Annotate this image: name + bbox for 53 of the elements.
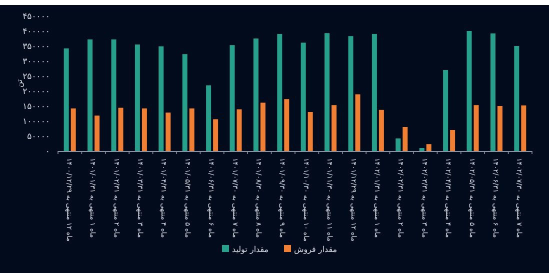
bar: [450, 130, 456, 151]
bar: [182, 54, 188, 151]
bar: [474, 105, 479, 151]
y-tick-label: ۴۰۰۰۰۰: [22, 27, 50, 37]
y-tick-label: ۰: [45, 147, 50, 157]
y-tick-label: ۵۰۰۰۰: [27, 132, 50, 142]
bar: [64, 48, 69, 151]
bar: [521, 105, 526, 151]
bar: [497, 106, 502, 151]
bar: [277, 34, 282, 151]
bar: [324, 33, 330, 151]
y-tick-label: ۳۰۰۰۰۰: [22, 57, 50, 67]
bar: [158, 46, 164, 151]
bar: [206, 85, 212, 151]
bar: [70, 108, 76, 151]
bar: [426, 144, 432, 151]
y-tick-label: ۳۵۰۰۰۰: [22, 42, 50, 52]
bar: [260, 102, 266, 151]
y-tick-label: ۴۵۰۰۰۰: [22, 12, 50, 22]
bar: [166, 112, 171, 151]
bar: [236, 109, 242, 151]
bar: [118, 108, 124, 151]
bar: [94, 116, 100, 151]
bar: [514, 46, 520, 151]
bar: [372, 34, 377, 151]
bar: [466, 31, 472, 151]
bar: [88, 39, 93, 151]
bar: [332, 105, 337, 151]
y-tick-label: ۱۰۰۰۰۰: [22, 117, 50, 127]
bar: [490, 33, 496, 151]
bar: [142, 108, 147, 151]
bar: [355, 94, 360, 151]
bar: [111, 39, 116, 151]
y-tick-label: ۲۵۰۰۰۰: [22, 72, 50, 82]
bar: [308, 112, 313, 151]
bar: [213, 119, 218, 151]
bar: [396, 138, 401, 151]
bar: [402, 127, 408, 151]
y-tick-label: ۲۰۰۰۰۰: [22, 87, 50, 97]
bar: [419, 148, 424, 151]
y-tick-label: ۱۵۰۰۰۰: [22, 102, 50, 112]
bar: [189, 108, 194, 151]
bar: [443, 70, 448, 151]
bar: [253, 38, 258, 151]
bar: [300, 42, 306, 151]
bar: [348, 36, 354, 151]
bar: [378, 110, 384, 151]
bar: [284, 99, 290, 151]
legend-label: مقدار تولید: [232, 245, 269, 254]
bar: [230, 45, 235, 151]
bar: [134, 44, 140, 151]
legend-label: مقدار فروش: [294, 245, 338, 254]
y-axis-title: تن: [15, 79, 24, 88]
